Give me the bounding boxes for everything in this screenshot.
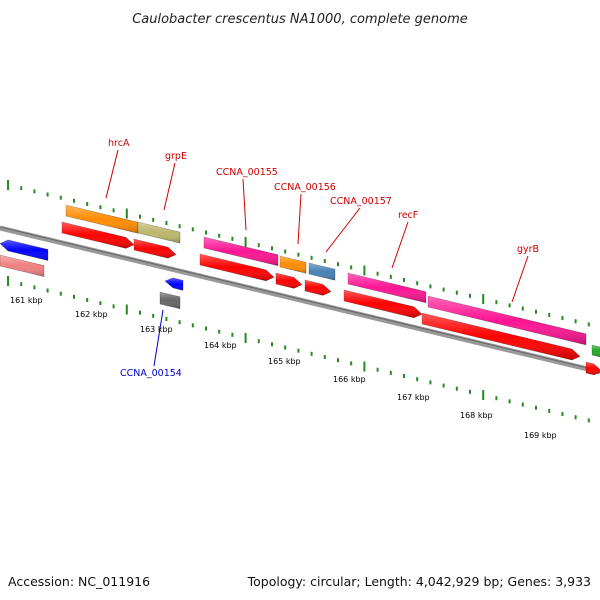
gene-CCNA_00155-shade xyxy=(204,237,278,266)
cds-hrcA xyxy=(61,221,135,249)
cds-recF-shade xyxy=(344,290,422,318)
gene-left-salmon-shade xyxy=(0,255,44,277)
genome-backbone xyxy=(0,225,600,375)
gene-left-salmon xyxy=(0,254,45,277)
cds-CCNA_00154 xyxy=(159,291,181,310)
tick-label-165: 165 kbp xyxy=(268,357,301,366)
gene-label-CCNA_00156[interactable]: CCNA_00156 xyxy=(274,182,336,193)
gene-CCNA_00154 xyxy=(164,277,184,291)
gene-CCNA_00157-shade xyxy=(309,263,335,281)
cds-CCNA_00156 xyxy=(275,272,303,289)
leader-line xyxy=(153,309,164,367)
tick-label-164: 164 kbp xyxy=(204,341,237,350)
gene-hrcA xyxy=(65,204,139,234)
gene-right-edge xyxy=(591,344,600,358)
gene-grpE xyxy=(137,221,181,244)
gene-grpE-shade xyxy=(138,222,180,244)
tick-label-168: 168 kbp xyxy=(460,411,493,420)
leader-line xyxy=(105,149,119,199)
gene-label-CCNA_00155[interactable]: CCNA_00155 xyxy=(216,167,278,178)
cds-CCNA_00157 xyxy=(304,279,332,296)
cds-recF xyxy=(343,289,423,319)
gene-recF xyxy=(347,272,427,304)
cds-hrcA-shade xyxy=(62,222,134,249)
gene-recF-shade xyxy=(348,273,426,303)
gene-left-blue xyxy=(0,239,49,261)
gene-label-grpE[interactable]: grpE xyxy=(165,151,187,162)
cds-right-edge xyxy=(585,361,600,376)
gene-CCNA_00155 xyxy=(203,236,279,267)
tick-label-161: 161 kbp xyxy=(10,296,43,305)
gene-label-gyrB[interactable]: gyrB xyxy=(517,244,539,255)
gene-CCNA_00156-shade xyxy=(280,256,306,274)
leader-line xyxy=(297,193,302,245)
gene-CCNA_00154-shade xyxy=(165,277,183,291)
leader-line xyxy=(163,162,176,211)
gc-skew-outer-track xyxy=(7,180,590,327)
gene-label-recF[interactable]: recF xyxy=(398,210,418,221)
gc-skew-inner-track xyxy=(7,276,590,423)
map-title: Caulobacter crescentus NA1000, complete … xyxy=(132,12,468,27)
gene-gyrB-shade xyxy=(428,296,586,345)
gene-gyrB xyxy=(427,295,587,346)
cds-grpE-shade xyxy=(134,239,176,259)
gene-label-CCNA_00154[interactable]: CCNA_00154 xyxy=(120,368,182,379)
tick-label-169: 169 kbp xyxy=(524,431,557,440)
tick-label-163: 163 kbp xyxy=(140,325,173,334)
cds-gyrB-shade xyxy=(422,313,580,360)
leader-line xyxy=(391,221,409,269)
gene-label-hrcA[interactable]: hrcA xyxy=(108,138,130,149)
leader-line xyxy=(325,207,361,253)
tick-label-167: 167 kbp xyxy=(397,393,430,402)
gene-label-CCNA_00157[interactable]: CCNA_00157 xyxy=(330,196,392,207)
feature-track xyxy=(0,204,600,376)
genome-summary-text: Topology: circular; Length: 4,042,929 bp… xyxy=(247,574,591,589)
cds-CCNA_00155 xyxy=(199,253,275,282)
cds-CCNA_00157-shade xyxy=(305,280,331,296)
gene-CCNA_00157 xyxy=(308,262,336,281)
label-leaders xyxy=(105,149,529,367)
cds-right-edge-shade xyxy=(586,362,600,375)
tick-label-162: 162 kbp xyxy=(75,310,108,319)
leader-line xyxy=(242,178,247,231)
cds-gyrB xyxy=(421,312,581,361)
gene-CCNA_00156 xyxy=(279,255,307,274)
cds-CCNA_00155-shade xyxy=(200,254,274,281)
cds-CCNA_00154-shade xyxy=(160,292,180,309)
gene-right-edge-shade xyxy=(592,345,600,357)
accession-text: Accession: NC_011916 xyxy=(8,574,150,589)
gene-left-blue-shade xyxy=(0,239,48,261)
cds-CCNA_00156-shade xyxy=(276,273,302,289)
cds-grpE xyxy=(133,238,177,259)
tick-label-166: 166 kbp xyxy=(333,375,366,384)
leader-line xyxy=(511,255,529,303)
genome-backbone-edge xyxy=(0,226,600,372)
gene-hrcA-shade xyxy=(66,205,138,234)
